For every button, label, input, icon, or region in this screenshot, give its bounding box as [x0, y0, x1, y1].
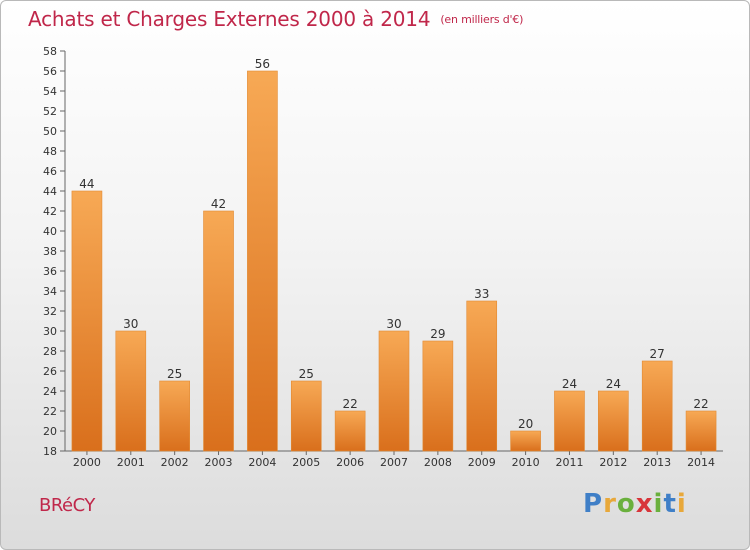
data-label-2013: 27 [650, 347, 665, 361]
y-tick-label: 48 [43, 145, 57, 158]
data-label-2001: 30 [123, 317, 138, 331]
x-tick-label-2006: 2006 [336, 456, 364, 469]
y-tick-label: 42 [43, 205, 57, 218]
data-label-2009: 33 [474, 287, 489, 301]
y-tick-label: 32 [43, 305, 57, 318]
bar-2010 [510, 430, 541, 452]
y-tick-label: 52 [43, 105, 57, 118]
bar-2012 [598, 390, 629, 452]
y-tick-label: 18 [43, 445, 57, 458]
bar-2005 [290, 380, 322, 452]
bar-2006 [334, 410, 366, 452]
y-tick-label: 46 [43, 165, 57, 178]
y-tick-label: 24 [43, 385, 57, 398]
logo-letter-1: r [603, 489, 617, 519]
bar-2009 [466, 300, 498, 452]
bar-2007 [378, 330, 410, 452]
bar-2014 [685, 410, 717, 452]
y-tick-label: 30 [43, 325, 57, 338]
x-tick-label-2001: 2001 [117, 456, 145, 469]
chart-title-text: Achats et Charges Externes 2000 à 2014 [28, 7, 431, 31]
bar-2011 [554, 390, 585, 452]
x-tick-label-2009: 2009 [468, 456, 496, 469]
bar-2002 [159, 380, 190, 452]
y-tick-label: 58 [43, 45, 57, 58]
data-label-2003: 42 [211, 197, 226, 211]
data-label-2007: 30 [386, 317, 401, 331]
y-tick-label: 34 [43, 285, 57, 298]
logo-letter-4: i [653, 489, 664, 519]
data-label-2000: 44 [79, 177, 94, 191]
data-label-2004: 56 [255, 57, 270, 71]
x-tick-label-2013: 2013 [643, 456, 671, 469]
data-label-2010: 20 [518, 417, 533, 431]
data-label-2012: 24 [606, 377, 621, 391]
x-tick-label-2007: 2007 [380, 456, 408, 469]
logo-letter-2: o [616, 489, 636, 519]
x-tick-label-2004: 2004 [248, 456, 276, 469]
chart-title: Achats et Charges Externes 2000 à 2014 (e… [28, 7, 523, 31]
x-tick-label-2003: 2003 [205, 456, 233, 469]
y-tick-label: 44 [43, 185, 57, 198]
logo-letter-3: x [635, 489, 654, 519]
y-tick-label: 26 [43, 365, 57, 378]
data-label-2005: 25 [299, 367, 314, 381]
commune-name: BRéCY [39, 495, 95, 516]
y-tick-label: 56 [43, 65, 57, 78]
logo-letter-0: P [583, 489, 604, 519]
proxiti-logo: Proxiti [583, 489, 687, 519]
x-tick-label-2010: 2010 [512, 456, 540, 469]
bar-2003 [203, 210, 234, 452]
x-tick-label-2005: 2005 [292, 456, 320, 469]
bar-2000 [71, 190, 103, 452]
data-label-2014: 22 [693, 397, 708, 411]
logo-letter-5: t [663, 489, 677, 519]
bar-2004 [247, 70, 278, 452]
y-tick-label: 28 [43, 345, 57, 358]
logo-letter-6: i [676, 489, 687, 519]
y-tick-label: 50 [43, 125, 57, 138]
y-tick-label: 22 [43, 405, 57, 418]
x-tick-label-2002: 2002 [161, 456, 189, 469]
data-label-2011: 24 [562, 377, 577, 391]
bar-2013 [641, 360, 673, 452]
data-label-2008: 29 [430, 327, 445, 341]
bar-2001 [115, 330, 147, 452]
bar-2008 [422, 340, 454, 452]
y-tick-label: 36 [43, 265, 57, 278]
x-tick-label-2008: 2008 [424, 456, 452, 469]
x-tick-label-2011: 2011 [555, 456, 583, 469]
x-tick-label-2014: 2014 [687, 456, 715, 469]
y-tick-label: 38 [43, 245, 57, 258]
y-tick-label: 20 [43, 425, 57, 438]
data-label-2002: 25 [167, 367, 182, 381]
data-label-2006: 22 [342, 397, 357, 411]
chart-unit-subtitle: (en milliers d'€) [440, 13, 524, 26]
x-tick-label-2012: 2012 [599, 456, 627, 469]
x-tick-label-2000: 2000 [73, 456, 101, 469]
y-tick-label: 54 [43, 85, 57, 98]
y-tick-label: 40 [43, 225, 57, 238]
